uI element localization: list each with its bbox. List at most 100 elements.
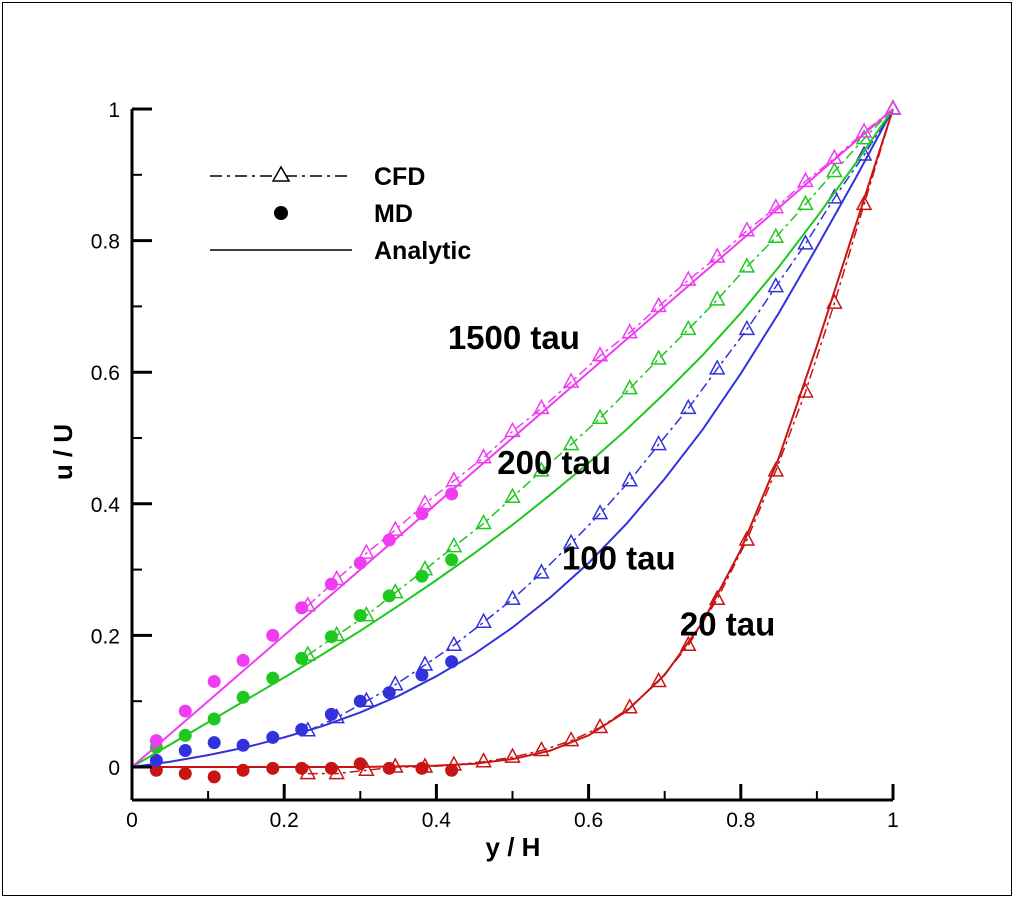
cfd-point [797, 382, 814, 398]
x-tick-label: 0.6 [574, 809, 603, 832]
cfd-point [826, 293, 843, 309]
md-point [324, 577, 338, 591]
x-tick-label: 0.2 [270, 809, 299, 832]
cfd-line [307, 108, 894, 656]
x-tick-label: 0.4 [422, 809, 452, 832]
cfd-point [591, 408, 609, 425]
cfd-point [621, 379, 638, 395]
cfd-point [387, 675, 404, 691]
md-point [295, 601, 309, 615]
md-point [353, 609, 367, 623]
md-point [236, 738, 250, 752]
md-point [178, 767, 192, 781]
cfd-point [680, 635, 697, 652]
md-point [445, 655, 459, 669]
md-point [207, 770, 221, 784]
analytic-line [131, 108, 894, 768]
md-point [353, 556, 367, 570]
cfd-point [650, 349, 667, 365]
series-1500-tau: 1500 tau [131, 99, 902, 768]
md-point [266, 628, 280, 642]
cfd-point [650, 434, 667, 451]
curve-label: 20 tau [680, 605, 775, 642]
cfd-point [855, 145, 873, 161]
md-point [207, 674, 221, 688]
md-point [445, 763, 459, 777]
cfd-point [504, 487, 521, 503]
md-point [295, 761, 309, 775]
cfd-point [621, 323, 638, 339]
analytic-line [132, 108, 894, 768]
cfd-point [591, 717, 609, 734]
md-point [149, 763, 163, 777]
cfd-point [708, 359, 726, 375]
md-point [236, 763, 250, 777]
legend-analytic-label: Analytic [374, 237, 471, 265]
md-point [353, 757, 367, 771]
x-axis-title: y / H [486, 832, 541, 862]
legend-md-marker-icon [274, 206, 288, 220]
cfd-point [738, 257, 756, 273]
cfd-point [738, 221, 756, 237]
cfd-point [738, 319, 756, 336]
md-point [382, 589, 396, 603]
cfd-point [533, 740, 550, 757]
md-point [178, 744, 192, 758]
cfd-point [797, 171, 814, 188]
md-point [415, 761, 429, 775]
cfd-point [797, 194, 814, 211]
legend-cfd-label: CFD [374, 163, 425, 191]
cfd-point [708, 247, 726, 263]
cfd-point [591, 346, 609, 362]
cfd-point [621, 471, 638, 487]
cfd-point [562, 372, 580, 388]
md-point [178, 728, 192, 742]
md-point [415, 507, 429, 521]
analytic-line [131, 108, 894, 768]
md-point [324, 630, 338, 644]
cfd-point [650, 671, 667, 688]
y-tick-label: 0.8 [91, 231, 120, 254]
md-point [382, 761, 396, 775]
cfd-point [387, 520, 404, 536]
cfd-point [708, 290, 726, 306]
cfd-point [680, 398, 697, 415]
cfd-point [475, 752, 492, 768]
cfd-point [708, 589, 726, 605]
md-point [295, 651, 309, 665]
cfd-point [591, 504, 609, 520]
md-point [266, 671, 280, 685]
md-point [207, 736, 221, 750]
cfd-point [680, 270, 697, 286]
cfd-point [767, 277, 785, 293]
cfd-point [445, 471, 463, 487]
md-point [324, 761, 338, 775]
md-point [382, 686, 396, 700]
series-100-tau: 100 tau [131, 99, 902, 768]
md-point [236, 653, 250, 667]
cfd-point [826, 148, 843, 165]
cfd-point [533, 398, 550, 415]
y-tick-label: 0.2 [91, 625, 120, 648]
cfd-point [650, 296, 667, 313]
cfd-point [767, 461, 785, 477]
cfd-point [562, 533, 580, 550]
cfd-point [826, 161, 843, 178]
cfd-point [855, 194, 873, 211]
y-axis-title: u / U [48, 424, 78, 480]
y-tick-label: 0 [108, 757, 120, 780]
md-point [415, 668, 429, 682]
md-point [266, 761, 280, 775]
analytic-line [131, 108, 894, 768]
y-tick-label: 1 [108, 99, 120, 122]
md-point [149, 734, 163, 748]
legend-cfd-triangle-icon [271, 165, 291, 182]
legend-md-label: MD [374, 200, 413, 228]
y-tick-label: 0.4 [91, 494, 121, 517]
x-tick-label: 0 [126, 809, 138, 832]
curve-label: 200 tau [497, 444, 611, 481]
cfd-point [358, 543, 375, 559]
